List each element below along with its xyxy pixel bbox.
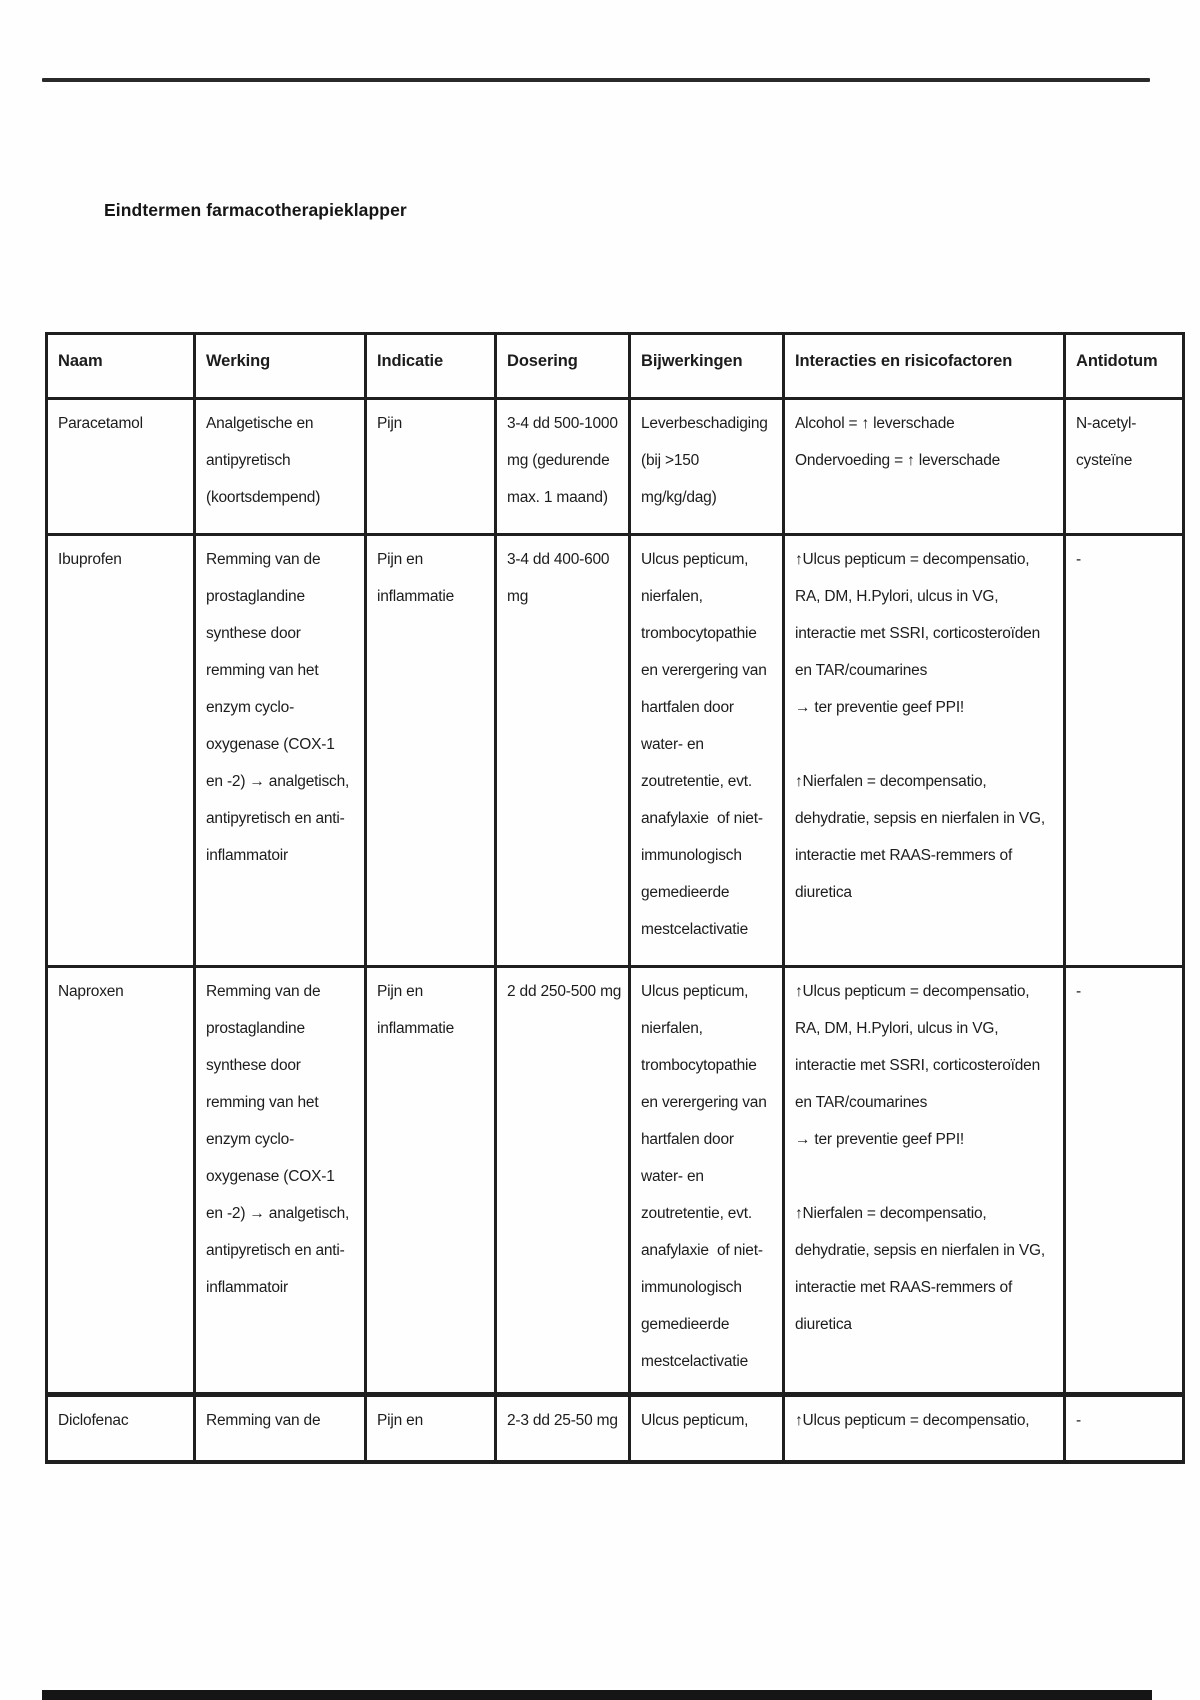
column-header-indicatie: Indicatie (364, 332, 497, 400)
top-rule (42, 78, 1150, 82)
column-header-werking: Werking (193, 332, 367, 400)
table-row-ibuprofen: Ibuprofen Remming van de prostaglandine … (45, 533, 1185, 968)
cell-dosering: 3-4 dd 500-1000 mg (gedurende max. 1 maa… (494, 397, 631, 536)
page-bottom-edge (42, 1690, 1152, 1700)
cell-interacties: ↑Ulcus pepticum = decompensatio, RA, DM,… (782, 965, 1066, 1396)
cell-indicatie: Pijn en (364, 1392, 497, 1464)
cell-bijwerkingen: Leverbeschadiging (bij >150 mg/kg/dag) (628, 397, 785, 536)
cell-werking: Remming van de prostaglandine synthese d… (193, 533, 367, 968)
cell-antidotum: - (1063, 533, 1185, 968)
table-row-paracetamol: Paracetamol Analgetische en antipyretisc… (45, 397, 1185, 536)
cell-bijwerkingen: Ulcus pepticum, nierfalen, trombocytopat… (628, 965, 785, 1396)
cell-interacties: ↑Ulcus pepticum = decompensatio, RA, DM,… (782, 533, 1066, 968)
table-header-row: Naam Werking Indicatie Dosering Bijwerki… (45, 332, 1185, 400)
cell-antidotum: - (1063, 1392, 1185, 1464)
cell-indicatie: Pijn (364, 397, 497, 536)
cell-naam: Naproxen (45, 965, 196, 1396)
table-row-diclofenac: Diclofenac Remming van de Pijn en 2-3 dd… (45, 1392, 1185, 1464)
cell-indicatie: Pijn en inflammatie (364, 965, 497, 1396)
cell-werking: Remming van de prostaglandine synthese d… (193, 965, 367, 1396)
column-header-dosering: Dosering (494, 332, 631, 400)
cell-werking: Analgetische en antipyretisch (koortsdem… (193, 397, 367, 536)
pharmacotherapy-table: Naam Werking Indicatie Dosering Bijwerki… (45, 332, 1185, 1464)
cell-antidotum: - (1063, 965, 1185, 1396)
cell-bijwerkingen: Ulcus pepticum, (628, 1392, 785, 1464)
page-title: Eindtermen farmacotherapieklapper (104, 200, 407, 220)
column-header-bijwerkingen: Bijwerkingen (628, 332, 785, 400)
column-header-naam: Naam (45, 332, 196, 400)
cell-bijwerkingen: Ulcus pepticum, nierfalen, trombocytopat… (628, 533, 785, 968)
table-row-naproxen: Naproxen Remming van de prostaglandine s… (45, 965, 1185, 1396)
cell-naam: Diclofenac (45, 1392, 196, 1464)
cell-interacties: ↑Ulcus pepticum = decompensatio, (782, 1392, 1066, 1464)
cell-indicatie: Pijn en inflammatie (364, 533, 497, 968)
cell-dosering: 3-4 dd 400-600 mg (494, 533, 631, 968)
cell-dosering: 2 dd 250-500 mg (494, 965, 631, 1396)
column-header-interacties: Interacties en risicofactoren (782, 332, 1066, 400)
cell-antidotum: N-acetyl- cysteïne (1063, 397, 1185, 536)
cell-naam: Ibuprofen (45, 533, 196, 968)
cell-naam: Paracetamol (45, 397, 196, 536)
cell-interacties: Alcohol = ↑ leverschade Ondervoeding = ↑… (782, 397, 1066, 536)
cell-werking: Remming van de (193, 1392, 367, 1464)
column-header-antidotum: Antidotum (1063, 332, 1185, 400)
cell-dosering: 2-3 dd 25-50 mg (494, 1392, 631, 1464)
